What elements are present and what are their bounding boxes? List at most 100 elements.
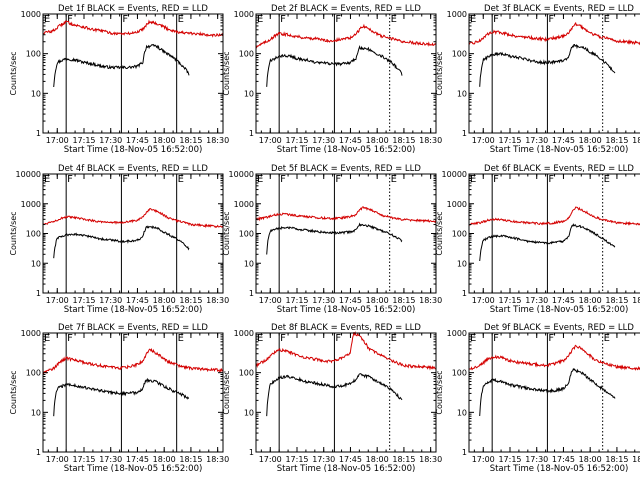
x-tick-label: 17:45 — [339, 455, 362, 464]
x-axis-label: Start Time (18-Nov-05 16:52:00) — [490, 305, 629, 315]
time-marker-label: E — [44, 333, 50, 344]
x-tick-label: 18:30 — [206, 136, 229, 145]
events-rate-line — [53, 377, 190, 417]
lld-rate-line — [42, 19, 224, 38]
time-marker-label: F — [493, 14, 499, 25]
y-tick-label: 100 — [452, 369, 467, 378]
lld-rate-line — [255, 23, 436, 49]
y-tick-label: 10 — [244, 259, 254, 268]
y-axis-label: Counts/sec — [9, 211, 18, 255]
y-tick-label: 10000 — [229, 170, 254, 179]
time-marker-label: F — [67, 14, 73, 25]
time-marker-label: F — [548, 333, 554, 344]
y-axis-label: Counts/sec — [222, 211, 231, 255]
x-axis-label: Start Time (18-Nov-05 16:52:00) — [277, 145, 416, 155]
x-tick-label: 18:00 — [579, 136, 602, 145]
y-tick-label: 1 — [249, 289, 254, 298]
y-axis-label: Counts/sec — [222, 51, 231, 95]
time-marker-label: F — [335, 14, 341, 25]
time-marker-label: F — [280, 333, 286, 344]
x-tick-label: 17:45 — [552, 136, 575, 145]
y-tick-label: 10 — [457, 408, 467, 417]
y-tick-label: 10 — [31, 89, 41, 98]
time-marker-label: F — [122, 333, 128, 344]
plot-frame — [468, 13, 640, 134]
time-marker-label: E — [391, 333, 397, 344]
y-tick-label: 1 — [249, 448, 254, 457]
x-tick-label: 18:15 — [392, 296, 415, 305]
x-tick-label: 17:30 — [525, 455, 548, 464]
y-tick-label: 100 — [239, 230, 254, 239]
plot-frame — [468, 173, 640, 294]
events-rate-line — [53, 43, 190, 88]
x-tick-label: 17:30 — [312, 455, 335, 464]
x-tick-label: 18:30 — [419, 136, 442, 145]
plot-frame — [255, 13, 437, 134]
x-tick-label: 18:00 — [153, 455, 176, 464]
time-marker-label: F — [548, 174, 554, 185]
panel-title: Det 8f BLACK = Events, RED = LLD — [271, 323, 421, 333]
x-tick-label: 18:00 — [366, 296, 389, 305]
events-rate-line — [266, 222, 403, 255]
y-tick-label: 10 — [31, 259, 41, 268]
events-rate-line — [479, 223, 616, 262]
x-tick-label: 17:00 — [259, 455, 282, 464]
x-axis-label: Start Time (18-Nov-05 16:52:00) — [277, 464, 416, 474]
time-marker-label: E — [178, 14, 184, 25]
x-tick-label: 17:00 — [472, 136, 495, 145]
x-tick-label: 17:00 — [259, 136, 282, 145]
x-tick-label: 17:00 — [46, 296, 69, 305]
x-tick-label: 18:30 — [206, 455, 229, 464]
y-tick-label: 1 — [36, 129, 41, 138]
time-marker-label: F — [335, 333, 341, 344]
x-tick-label: 18:00 — [579, 296, 602, 305]
y-tick-label: 100 — [239, 369, 254, 378]
panel-title: Det 6f BLACK = Events, RED = LLD — [484, 164, 634, 174]
y-tick-label: 100 — [452, 230, 467, 239]
time-marker-label: F — [280, 174, 286, 185]
x-tick-label: 17:30 — [312, 296, 335, 305]
x-tick-label: 18:30 — [206, 296, 229, 305]
x-tick-label: 17:15 — [285, 455, 308, 464]
x-tick-label: 17:45 — [126, 296, 149, 305]
time-marker-label: F — [493, 333, 499, 344]
y-tick-label: 1000 — [21, 200, 41, 209]
panel-title: Det 9f BLACK = Events, RED = LLD — [484, 323, 634, 333]
x-axis-label: Start Time (18-Nov-05 16:52:00) — [64, 145, 203, 155]
x-axis-label: Start Time (18-Nov-05 16:52:00) — [490, 464, 629, 474]
x-tick-label: 17:15 — [285, 136, 308, 145]
x-tick-label: 17:15 — [285, 296, 308, 305]
panel-title: Det 1f BLACK = Events, RED = LLD — [58, 4, 208, 14]
x-axis-label: Start Time (18-Nov-05 16:52:00) — [64, 464, 203, 474]
x-tick-label: 18:15 — [605, 455, 628, 464]
y-axis-label: Counts/sec — [435, 370, 444, 414]
y-axis-label: Counts/sec — [435, 51, 444, 95]
time-marker-label: E — [604, 333, 610, 344]
events-rate-line — [479, 43, 616, 87]
time-marker-label: E — [604, 14, 610, 25]
y-axis-label: Counts/sec — [435, 211, 444, 255]
x-tick-label: 17:00 — [259, 296, 282, 305]
panel-title: Det 3f BLACK = Events, RED = LLD — [484, 4, 634, 14]
x-tick-label: 18:00 — [579, 455, 602, 464]
y-tick-label: 1 — [462, 289, 467, 298]
x-axis-label: Start Time (18-Nov-05 16:52:00) — [490, 145, 629, 155]
x-tick-label: 17:45 — [126, 455, 149, 464]
y-tick-label: 10 — [457, 259, 467, 268]
time-marker-label: E — [257, 174, 263, 185]
y-tick-label: 1 — [249, 129, 254, 138]
y-tick-label: 1 — [462, 448, 467, 457]
y-tick-label: 10000 — [442, 170, 467, 179]
y-tick-label: 1000 — [21, 10, 41, 19]
y-tick-label: 1000 — [447, 200, 467, 209]
events-rate-line — [266, 44, 403, 87]
time-marker-label: E — [178, 174, 184, 185]
time-marker-label: E — [257, 14, 263, 25]
y-axis-label: Counts/sec — [9, 370, 18, 414]
time-marker-label: E — [44, 174, 50, 185]
